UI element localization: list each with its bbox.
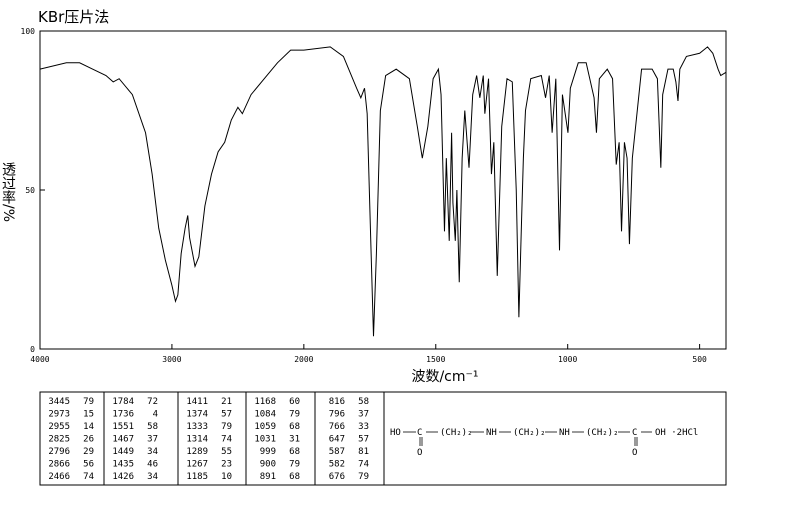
peak-wavenumber: 2866: [48, 460, 70, 470]
peak-wavenumber: 2973: [48, 410, 70, 420]
peak-wavenumber: 587: [329, 447, 345, 457]
peak-transmittance: 57: [358, 435, 369, 445]
structure-label: O: [632, 448, 637, 458]
peak-transmittance: 37: [147, 435, 158, 445]
peak-transmittance: 74: [221, 435, 232, 445]
x-tick-label: 1000: [558, 355, 577, 364]
structure-label: (CH₂)₂: [586, 428, 619, 438]
peak-wavenumber: 1333: [186, 422, 208, 432]
peak-transmittance: 23: [221, 460, 232, 470]
peak-wavenumber: 2825: [48, 435, 70, 445]
chart-title: KBr压片法: [38, 8, 109, 26]
peak-transmittance: 79: [289, 410, 300, 420]
structure-label: NH: [486, 428, 497, 438]
peak-wavenumber: 1314: [186, 435, 208, 445]
x-tick-label: 3000: [162, 355, 181, 364]
structure-label: NH: [559, 428, 570, 438]
peak-transmittance: 26: [83, 435, 94, 445]
peak-transmittance: 79: [83, 397, 94, 407]
y-axis-label: 透过率/%: [0, 162, 16, 222]
peak-transmittance: 34: [147, 447, 158, 457]
peak-wavenumber: 3445: [48, 397, 70, 407]
peak-wavenumber: 1426: [112, 472, 134, 482]
peak-wavenumber: 1059: [254, 422, 276, 432]
peak-wavenumber: 2796: [48, 447, 70, 457]
peak-transmittance: 56: [83, 460, 94, 470]
x-tick-label: 2000: [294, 355, 313, 364]
peak-wavenumber: 2466: [48, 472, 70, 482]
peak-wavenumber: 1551: [112, 422, 134, 432]
structure-label: OH ·2HCl: [655, 428, 698, 438]
peak-transmittance: 68: [289, 472, 300, 482]
y-tick-label: 0: [30, 345, 35, 354]
peak-transmittance: 10: [221, 472, 232, 482]
peak-wavenumber: 582: [329, 460, 345, 470]
peak-wavenumber: 1185: [186, 472, 208, 482]
peak-wavenumber: 1435: [112, 460, 134, 470]
peak-transmittance: 57: [221, 410, 232, 420]
peak-wavenumber: 2955: [48, 422, 70, 432]
peak-transmittance: 58: [358, 397, 369, 407]
structure-label: C: [417, 428, 422, 438]
spectrum-line: [39, 46, 727, 337]
structure-bonds: [403, 431, 652, 446]
peak-transmittance: 60: [289, 397, 300, 407]
peak-wavenumber: 1736: [112, 410, 134, 420]
peak-transmittance: 74: [83, 472, 94, 482]
peak-transmittance: 68: [289, 422, 300, 432]
peak-transmittance: 14: [83, 422, 94, 432]
peak-wavenumber: 816: [329, 397, 345, 407]
structure-label: HO: [390, 428, 401, 438]
peak-transmittance: 79: [289, 460, 300, 470]
peak-transmittance: 21: [221, 397, 232, 407]
structure-label: (CH₂)₂: [440, 428, 473, 438]
peak-transmittance: 79: [221, 422, 232, 432]
y-tick-label: 100: [21, 27, 36, 36]
peak-wavenumber: 766: [329, 422, 345, 432]
peak-transmittance: 33: [358, 422, 369, 432]
peak-transmittance: 79: [358, 472, 369, 482]
table-frame: [39, 391, 727, 486]
peak-wavenumber: 647: [329, 435, 345, 445]
x-tick-label: 4000: [30, 355, 49, 364]
structure-label: C: [632, 428, 637, 438]
peak-transmittance: 31: [289, 435, 300, 445]
peak-wavenumber: 999: [260, 447, 276, 457]
peak-transmittance: 4: [153, 410, 158, 420]
x-axis-label: 波数/cm⁻¹: [411, 369, 478, 385]
y-tick-label: 50: [25, 186, 35, 195]
peak-wavenumber: 796: [329, 410, 345, 420]
structure-label: (CH₂)₂: [513, 428, 546, 438]
peak-wavenumber: 1411: [186, 397, 208, 407]
peak-transmittance: 46: [147, 460, 158, 470]
peak-transmittance: 55: [221, 447, 232, 457]
peak-transmittance: 68: [289, 447, 300, 457]
table-dividers: [103, 392, 385, 485]
peak-transmittance: 72: [147, 397, 158, 407]
peak-wavenumber: 676: [329, 472, 345, 482]
peak-transmittance: 37: [358, 410, 369, 420]
peak-transmittance: 29: [83, 447, 94, 457]
x-tick-label: 500: [692, 355, 707, 364]
peak-wavenumber: 1267: [186, 460, 208, 470]
peak-wavenumber: 1289: [186, 447, 208, 457]
peak-wavenumber: 1168: [254, 397, 276, 407]
peak-wavenumber: 1374: [186, 410, 208, 420]
peak-wavenumber: 1467: [112, 435, 134, 445]
peak-transmittance: 74: [358, 460, 369, 470]
peak-transmittance: 58: [147, 422, 158, 432]
peak-transmittance: 15: [83, 410, 94, 420]
peak-wavenumber: 1031: [254, 435, 276, 445]
peak-transmittance: 34: [147, 472, 158, 482]
x-tick-label: 1500: [426, 355, 445, 364]
peak-wavenumber: 900: [260, 460, 276, 470]
peak-wavenumber: 1784: [112, 397, 134, 407]
structure-label: O: [417, 448, 422, 458]
peak-wavenumber: 891: [260, 472, 276, 482]
peak-wavenumber: 1449: [112, 447, 134, 457]
peak-transmittance: 81: [358, 447, 369, 457]
peak-wavenumber: 1084: [254, 410, 276, 420]
